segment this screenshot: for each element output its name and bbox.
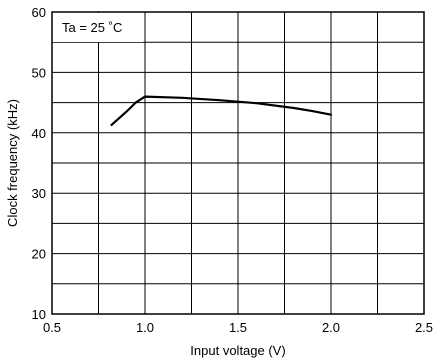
x-tick-label: 0.5 xyxy=(43,320,61,335)
annotation-background xyxy=(53,13,143,42)
x-tick-label: 1.0 xyxy=(136,320,154,335)
x-axis-label: Input voltage (V) xyxy=(190,343,285,358)
tick-labels: 0.5 1.0 1.5 2.0 2.5 10 20 30 40 50 60 xyxy=(32,5,434,335)
x-tick-label: 2.5 xyxy=(415,320,433,335)
y-tick-label: 60 xyxy=(32,5,46,20)
y-tick-label: 10 xyxy=(32,307,46,322)
plot-frame xyxy=(51,11,425,315)
temperature-annotation: Ta = 25 ˚C xyxy=(62,20,122,35)
y-tick-label: 30 xyxy=(32,186,46,201)
y-axis-label: Clock frequency (kHz) xyxy=(5,99,20,227)
y-tick-label: 20 xyxy=(32,247,46,262)
y-tick-label: 50 xyxy=(32,65,46,80)
x-tick-label: 2.0 xyxy=(322,320,340,335)
series-line xyxy=(110,95,333,126)
y-tick-label: 40 xyxy=(32,126,46,141)
grid xyxy=(52,12,424,314)
x-tick-label: 1.5 xyxy=(229,320,247,335)
